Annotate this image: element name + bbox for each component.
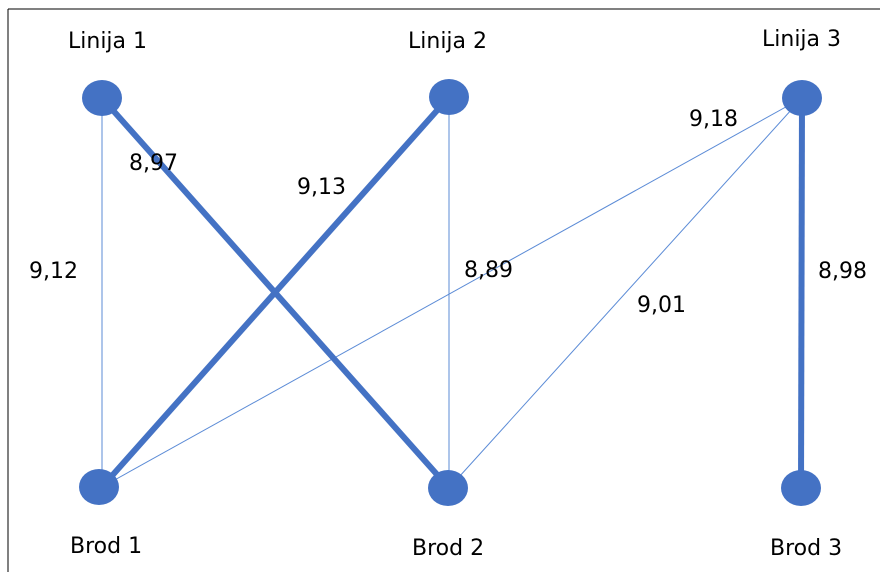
edge-linija3-brod1 bbox=[101, 97, 803, 488]
label-linija-2: Linija 2 bbox=[408, 29, 488, 54]
weight-linija3-upper: 9,18 bbox=[689, 107, 738, 132]
edge-linija2-brod1 bbox=[99, 95, 452, 489]
label-brod-3: Brod 3 bbox=[770, 536, 843, 561]
weight-linija1-brod1: 9,12 bbox=[29, 259, 78, 284]
weight-linija3-brod2: 9,01 bbox=[637, 293, 686, 318]
weight-linija3-brod3: 8,98 bbox=[818, 259, 867, 284]
weight-linija3-brod1: 8,89 bbox=[464, 258, 513, 283]
label-linija-3: Linija 3 bbox=[762, 27, 842, 52]
node-brod-3 bbox=[781, 470, 821, 506]
node-brod-1 bbox=[79, 469, 119, 505]
node-linija-1 bbox=[82, 80, 122, 116]
label-linija-1: Linija 1 bbox=[68, 29, 148, 54]
node-brod-2 bbox=[428, 470, 468, 506]
weight-linija2-brod1: 9,13 bbox=[297, 175, 346, 200]
label-brod-2: Brod 2 bbox=[412, 536, 485, 561]
edge-linija3-brod3 bbox=[798, 97, 805, 489]
edge-linija3-brod2 bbox=[448, 97, 803, 489]
weight-linija1-brod2: 8,97 bbox=[129, 151, 178, 176]
node-linija-3 bbox=[782, 80, 822, 116]
node-linija-2 bbox=[429, 79, 469, 115]
label-brod-1: Brod 1 bbox=[70, 534, 143, 559]
